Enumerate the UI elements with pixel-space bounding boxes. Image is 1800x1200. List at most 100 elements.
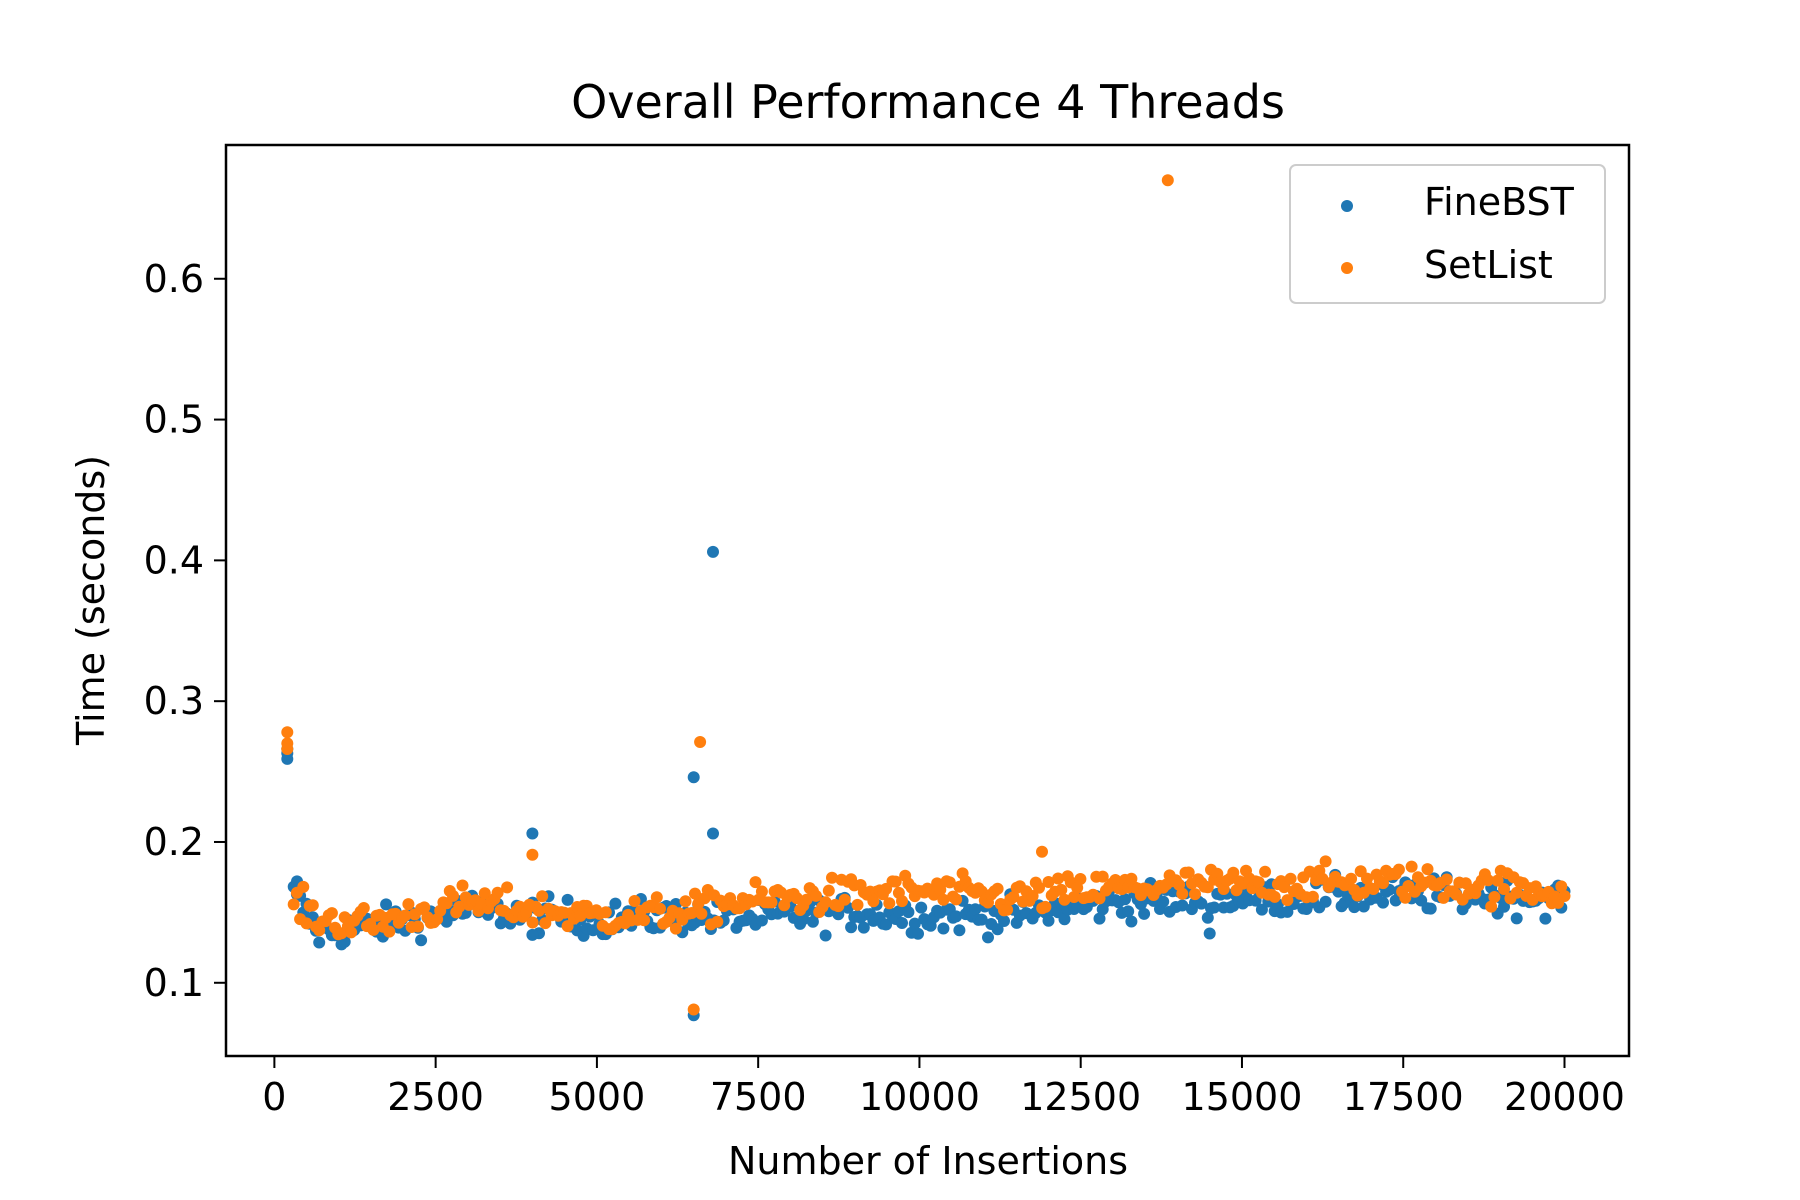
data-point: [650, 891, 663, 904]
data-point: [896, 917, 908, 929]
data-point: [902, 906, 915, 919]
legend: FineBST SetList: [1289, 164, 1606, 304]
data-point: [1033, 881, 1045, 894]
data-point: [685, 907, 698, 919]
legend-label-finebst: FineBST: [1424, 180, 1575, 224]
data-point: [1227, 866, 1240, 879]
x-tick-label: 10000: [859, 1075, 980, 1119]
data-point: [1488, 891, 1501, 903]
data-point: [707, 545, 719, 558]
data-point: [281, 726, 294, 739]
data-point: [1157, 895, 1170, 908]
data-point: [1259, 865, 1272, 878]
y-tick-label: 0.5: [144, 398, 204, 442]
data-point: [867, 895, 880, 908]
data-point: [1182, 866, 1195, 879]
x-tick-label: 17500: [1343, 1075, 1464, 1119]
data-point: [609, 897, 622, 910]
data-point: [1392, 863, 1405, 876]
data-point: [526, 928, 539, 941]
data-point: [819, 896, 832, 909]
data-point: [1255, 903, 1268, 916]
data-point: [679, 895, 692, 908]
data-point: [765, 896, 778, 909]
data-point: [1125, 915, 1138, 928]
data-point: [325, 907, 338, 920]
data-point: [501, 881, 514, 894]
data-point: [1377, 896, 1389, 909]
data-point: [953, 924, 966, 937]
data-point: [574, 909, 587, 922]
x-tick-label: 20000: [1504, 1075, 1625, 1119]
y-axis: 0.1 0.2 0.3 0.4 0.5 0.6: [144, 257, 226, 1005]
data-point: [1176, 887, 1189, 900]
data-point: [1042, 914, 1055, 927]
data-point: [1122, 905, 1135, 918]
data-point: [1555, 880, 1568, 893]
data-point: [478, 887, 491, 900]
data-point: [628, 895, 641, 907]
data-point: [402, 898, 415, 911]
data-point: [1189, 888, 1201, 901]
data-point: [415, 934, 428, 947]
x-tick-label: 15000: [1182, 1075, 1303, 1119]
data-point: [399, 909, 412, 922]
data-point: [934, 883, 947, 896]
y-tick-label: 0.1: [144, 961, 204, 1005]
data-point: [969, 903, 982, 916]
data-point: [991, 882, 1004, 895]
data-point: [561, 893, 574, 906]
data-point: [819, 929, 832, 942]
y-axis-label: Time (seconds): [69, 455, 113, 746]
data-point: [1268, 890, 1281, 903]
data-point: [1161, 174, 1174, 187]
x-tick-label: 0: [262, 1075, 286, 1119]
data-point: [447, 889, 459, 902]
data-point: [810, 889, 822, 902]
data-point: [533, 904, 545, 917]
data-point: [456, 879, 469, 892]
data-point: [313, 936, 326, 949]
data-point: [822, 884, 835, 897]
data-point: [982, 931, 994, 944]
data-point: [1055, 883, 1068, 896]
data-point: [707, 827, 719, 840]
data-point: [1036, 845, 1048, 858]
data-point: [287, 898, 300, 911]
data-point: [1482, 874, 1495, 887]
data-point: [851, 898, 864, 911]
data-point: [943, 876, 956, 889]
data-point: [826, 871, 838, 884]
data-point: [908, 917, 921, 930]
data-point: [1399, 891, 1412, 904]
x-axis: 0 2500 5000 7500 10000 12500 15000 17500 20000: [262, 1056, 1625, 1119]
data-point: [889, 875, 902, 888]
data-point: [806, 915, 819, 928]
data-point: [857, 921, 870, 934]
y-tick-label: 0.6: [144, 257, 204, 301]
data-point: [411, 920, 424, 933]
series-setlist: [281, 174, 1571, 1016]
data-point: [694, 736, 707, 748]
data-point: [687, 1003, 700, 1016]
data-point: [711, 915, 724, 928]
data-point: [755, 914, 768, 927]
data-point: [1377, 877, 1389, 890]
legend-marker-setlist: [1341, 262, 1353, 274]
data-point: [526, 827, 539, 840]
data-point: [1058, 913, 1071, 926]
data-point: [896, 895, 908, 908]
data-point: [838, 893, 851, 906]
data-point: [749, 876, 762, 889]
data-point: [937, 922, 950, 935]
data-point: [1096, 870, 1109, 883]
data-point: [1319, 855, 1332, 868]
x-axis-label: Number of Insertions: [728, 1139, 1128, 1183]
data-point: [1558, 890, 1571, 902]
data-point: [526, 848, 539, 861]
data-point: [638, 914, 651, 927]
data-point: [1001, 903, 1014, 916]
data-point: [950, 910, 963, 923]
legend-marker-finebst: [1341, 200, 1353, 212]
